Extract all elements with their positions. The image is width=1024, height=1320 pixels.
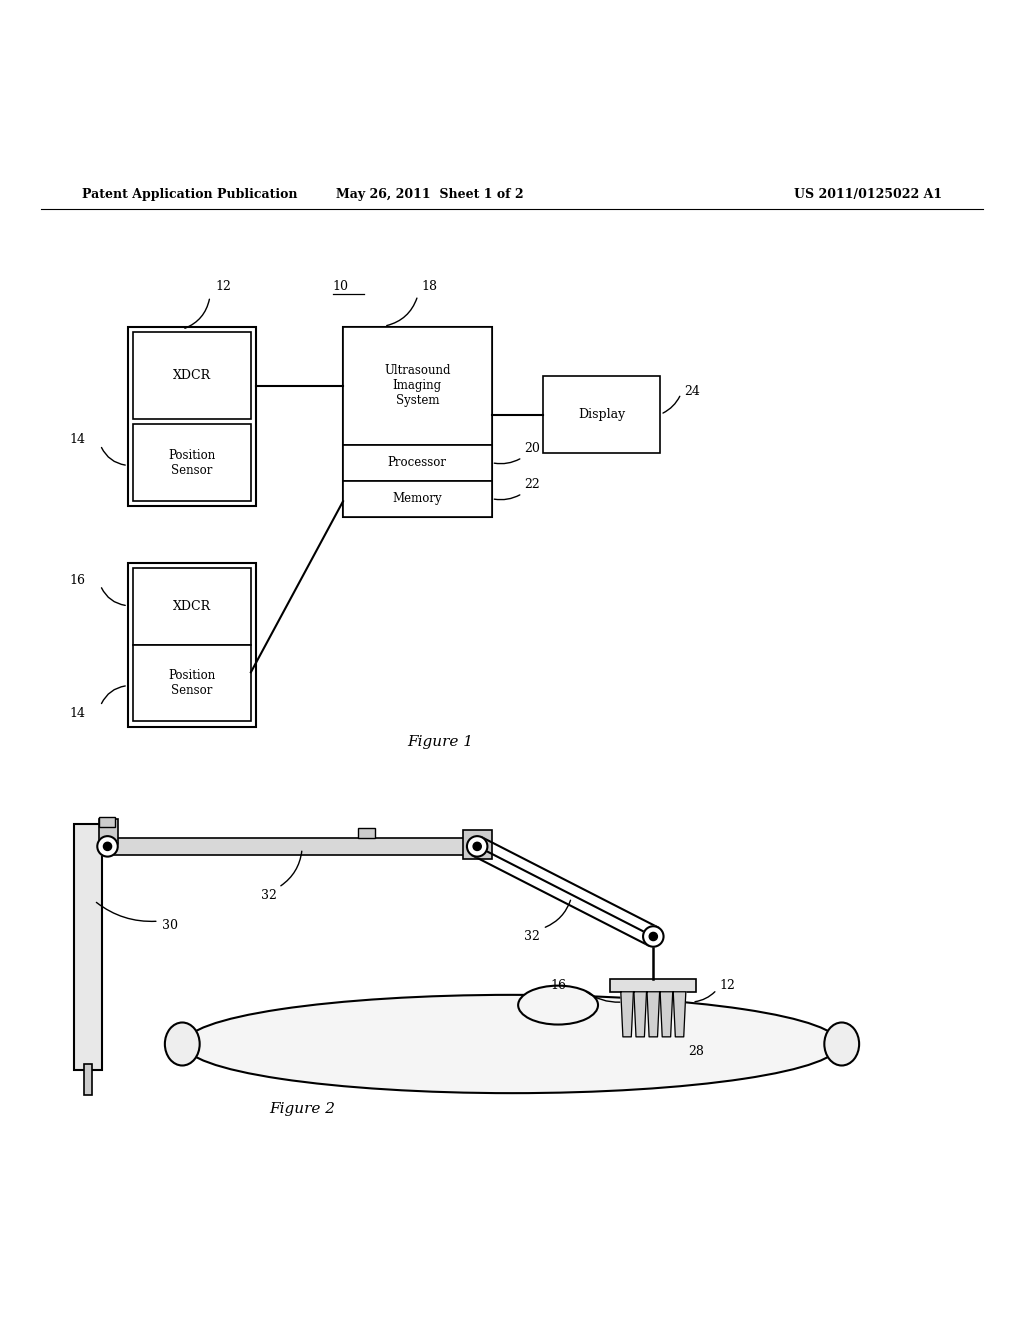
Text: Position
Sensor: Position Sensor	[168, 449, 216, 477]
Text: 14: 14	[70, 706, 86, 719]
Text: Memory: Memory	[392, 492, 442, 506]
Polygon shape	[660, 991, 673, 1036]
Ellipse shape	[165, 1023, 200, 1065]
Text: Figure 2: Figure 2	[269, 1101, 335, 1115]
Text: 20: 20	[524, 442, 541, 455]
FancyBboxPatch shape	[343, 480, 492, 516]
FancyBboxPatch shape	[610, 979, 696, 991]
Text: 12: 12	[215, 280, 231, 293]
FancyBboxPatch shape	[133, 425, 251, 502]
FancyBboxPatch shape	[543, 376, 660, 453]
Text: Patent Application Publication: Patent Application Publication	[82, 187, 297, 201]
FancyBboxPatch shape	[99, 818, 118, 845]
Ellipse shape	[184, 995, 840, 1093]
FancyBboxPatch shape	[463, 830, 492, 858]
Text: 18: 18	[422, 280, 438, 293]
FancyBboxPatch shape	[74, 824, 102, 1069]
Circle shape	[643, 927, 664, 946]
Text: 32: 32	[261, 890, 278, 902]
Text: May 26, 2011  Sheet 1 of 2: May 26, 2011 Sheet 1 of 2	[336, 187, 524, 201]
Polygon shape	[673, 991, 686, 1036]
FancyBboxPatch shape	[133, 644, 251, 722]
Text: Ultrasound
Imaging
System: Ultrasound Imaging System	[384, 364, 451, 408]
Text: XDCR: XDCR	[173, 370, 211, 383]
Circle shape	[649, 932, 657, 941]
FancyBboxPatch shape	[99, 817, 115, 826]
Circle shape	[97, 836, 118, 857]
Ellipse shape	[518, 986, 598, 1024]
Text: 24: 24	[684, 385, 700, 399]
FancyBboxPatch shape	[343, 327, 492, 445]
Text: 30: 30	[162, 919, 178, 932]
Text: XDCR: XDCR	[173, 599, 211, 612]
FancyBboxPatch shape	[343, 327, 492, 516]
Text: Display: Display	[578, 408, 626, 421]
Text: Processor: Processor	[388, 457, 446, 469]
Circle shape	[473, 842, 481, 850]
FancyBboxPatch shape	[102, 838, 486, 854]
Text: 14: 14	[70, 433, 86, 446]
Text: 10: 10	[333, 280, 349, 293]
FancyBboxPatch shape	[133, 333, 251, 420]
FancyBboxPatch shape	[84, 1064, 92, 1096]
Text: 28: 28	[688, 1044, 705, 1057]
Text: 12: 12	[720, 979, 736, 993]
Text: Figure 1: Figure 1	[408, 735, 473, 748]
Circle shape	[103, 842, 112, 850]
Polygon shape	[621, 991, 634, 1036]
Polygon shape	[634, 991, 646, 1036]
Text: 22: 22	[524, 478, 540, 491]
Polygon shape	[647, 991, 659, 1036]
FancyBboxPatch shape	[343, 445, 492, 480]
Ellipse shape	[824, 1023, 859, 1065]
Text: 16: 16	[70, 574, 86, 586]
Text: 32: 32	[524, 931, 541, 942]
FancyBboxPatch shape	[358, 828, 375, 838]
Text: US 2011/0125022 A1: US 2011/0125022 A1	[794, 187, 942, 201]
Text: Position
Sensor: Position Sensor	[168, 669, 216, 697]
Text: 16: 16	[551, 979, 567, 993]
FancyBboxPatch shape	[133, 568, 251, 644]
Circle shape	[467, 836, 487, 857]
